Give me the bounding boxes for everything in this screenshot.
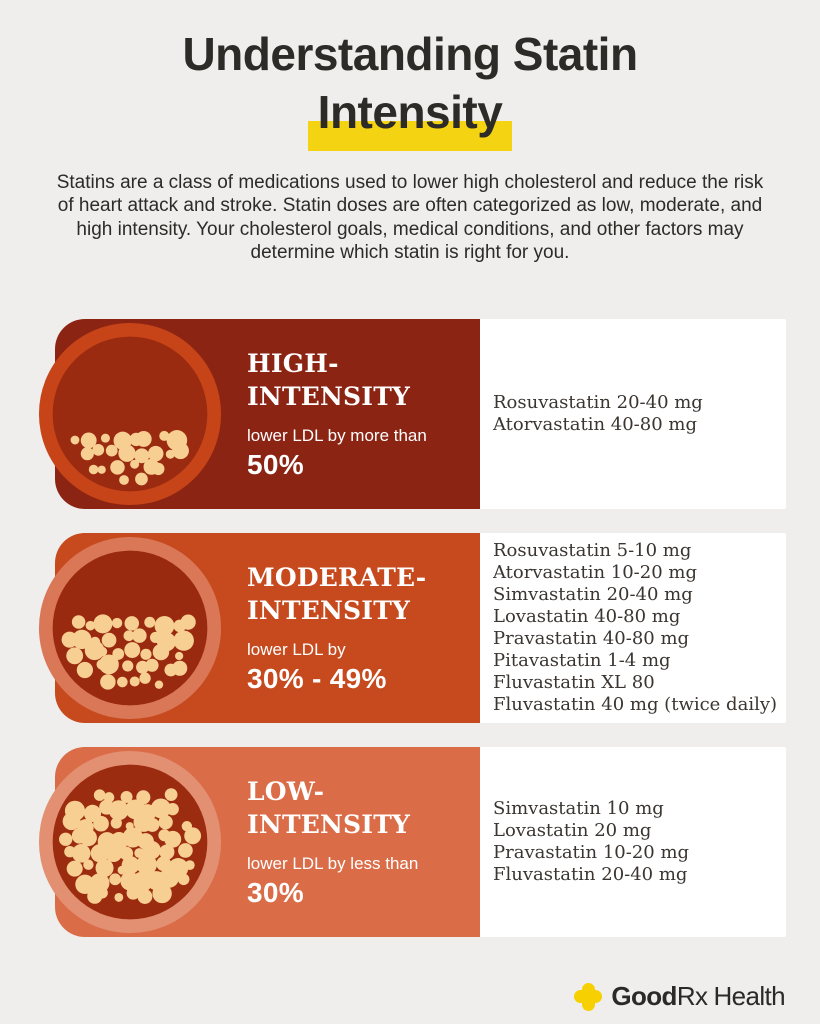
title-line-2-highlighted: Intensity <box>307 83 513 151</box>
ldl-description: lower LDL by <box>247 640 346 660</box>
medication-item: Fluvastatin 40 mg (twice daily) <box>493 694 778 716</box>
pill-bottle-illustration <box>38 751 222 934</box>
card-title: LOW- INTENSITY <box>247 777 411 840</box>
goodrx-health-logo: GoodRx Health <box>573 981 786 1012</box>
intensity-rows: HIGH- INTENSITY lower LDL by more than 5… <box>0 319 820 938</box>
ldl-percentage: 50% <box>247 449 304 481</box>
low-intensity-card: LOW- INTENSITY lower LDL by less than 30… <box>38 747 480 938</box>
moderate-intensity-card: MODERATE- INTENSITY lower LDL by 30% - 4… <box>38 533 480 724</box>
medication-item: Pravastatin 10-20 mg <box>493 842 690 864</box>
medication-item: Pitavastatin 1-4 mg <box>493 650 671 672</box>
medication-item: Simvastatin 20-40 mg <box>493 584 693 606</box>
intro-paragraph: Statins are a class of medications used … <box>56 171 764 263</box>
card-title: HIGH- INTENSITY <box>247 349 411 412</box>
goodrx-cross-icon <box>573 982 603 1012</box>
medication-item: Atorvastatin 10-20 mg <box>493 562 697 584</box>
ldl-percentage: 30% <box>247 877 304 909</box>
medication-item: Atorvastatin 40-80 mg <box>493 414 697 436</box>
medication-item: Fluvastatin XL 80 <box>493 672 655 694</box>
high-intensity-card: HIGH- INTENSITY lower LDL by more than 5… <box>38 319 480 510</box>
title-line-1: Understanding Statin <box>182 28 638 80</box>
ldl-percentage: 30% - 49% <box>247 663 387 695</box>
medication-item: Lovastatin 40-80 mg <box>493 606 681 628</box>
medication-item: Fluvastatin 20-40 mg <box>493 864 688 886</box>
header: Understanding Statin Intensity Statins ar… <box>0 0 820 264</box>
medication-item: Simvastatin 10 mg <box>493 798 664 820</box>
row-moderate-intensity: MODERATE- INTENSITY lower LDL by 30% - 4… <box>38 533 786 724</box>
row-low-intensity: LOW- INTENSITY lower LDL by less than 30… <box>38 747 786 938</box>
medication-item: Rosuvastatin 20-40 mg <box>493 392 703 414</box>
pill-bottle-illustration <box>38 537 222 720</box>
card-title: MODERATE- INTENSITY <box>247 563 427 626</box>
medication-item: Rosuvastatin 5-10 mg <box>493 540 692 562</box>
low-intensity-medications-panel: Simvastatin 10 mg Lovastatin 20 mg Pravast… <box>480 747 786 938</box>
pill-bottle-illustration <box>38 323 222 506</box>
medication-item: Lovastatin 20 mg <box>493 820 652 842</box>
medication-item: Pravastatin 40-80 mg <box>493 628 690 650</box>
page-title: Understanding Statin Intensity <box>0 26 820 151</box>
ldl-description: lower LDL by less than <box>247 854 419 874</box>
high-intensity-medications-panel: Rosuvastatin 20-40 mg Atorvastatin 40-80 … <box>480 319 786 510</box>
goodrx-logo-text: GoodRx Health <box>611 981 785 1011</box>
ldl-description: lower LDL by more than <box>247 426 427 446</box>
row-high-intensity: HIGH- INTENSITY lower LDL by more than 5… <box>38 319 786 510</box>
moderate-intensity-medications-panel: Rosuvastatin 5-10 mg Atorvastatin 10-20 m… <box>480 533 786 724</box>
